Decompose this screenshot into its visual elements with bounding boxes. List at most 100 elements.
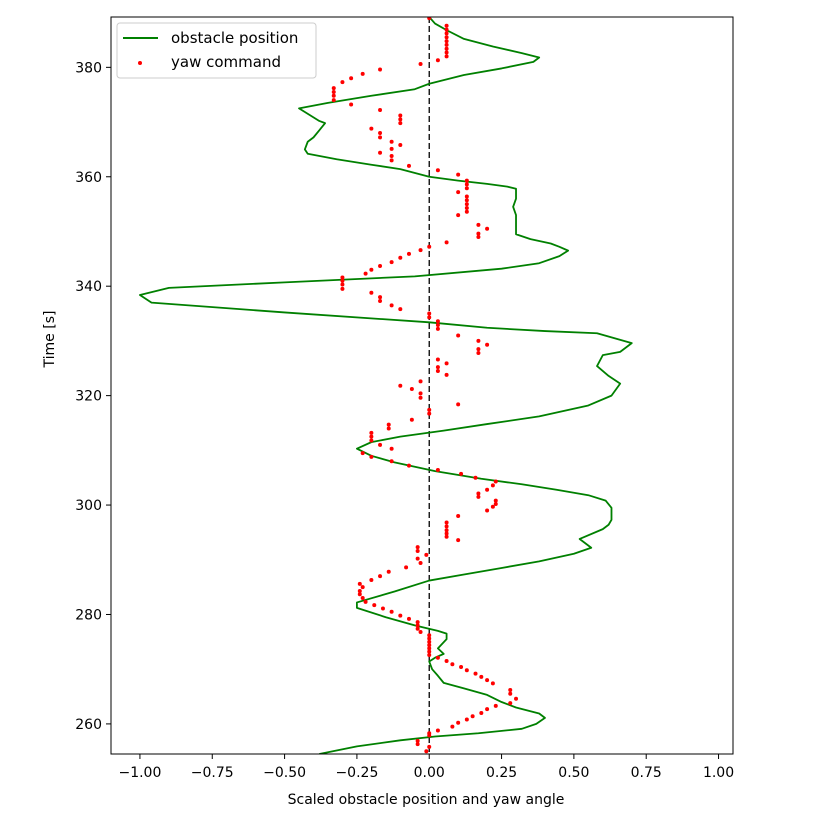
yaw-command-point <box>386 569 391 574</box>
yaw-command-point <box>398 383 403 388</box>
yaw-command-point <box>444 50 449 55</box>
yaw-command-point <box>378 263 383 268</box>
yaw-command-point <box>427 244 432 249</box>
yaw-command-point <box>389 146 394 151</box>
yaw-command-point <box>398 117 403 122</box>
yaw-command-point <box>444 27 449 32</box>
yaw-command-point <box>456 172 461 177</box>
yaw-command-point <box>490 483 495 488</box>
yaw-command-point <box>444 31 449 36</box>
yaw-command-point <box>485 678 490 683</box>
yaw-command-point <box>485 342 490 347</box>
yaw-command-point <box>464 186 469 191</box>
yaw-command-point <box>427 731 432 736</box>
yaw-command-point <box>427 744 432 749</box>
y-tick-label: 360 <box>75 170 102 186</box>
yaw-command-point <box>331 86 336 91</box>
yaw-command-point <box>464 178 469 183</box>
yaw-command-point <box>378 442 383 447</box>
yaw-command-point <box>459 665 464 669</box>
yaw-command-point <box>493 479 498 484</box>
yaw-command-point <box>415 545 420 550</box>
yaw-command-point <box>485 487 490 492</box>
yaw-command-point <box>389 446 394 451</box>
yaw-command-point <box>456 513 461 518</box>
yaw-command-point <box>409 417 414 422</box>
yaw-command-point <box>444 240 449 245</box>
yaw-command-point <box>340 282 345 287</box>
yaw-command-point <box>418 248 423 253</box>
yaw-command-point <box>476 350 481 355</box>
yaw-command-point <box>476 347 481 352</box>
yaw-command-point <box>378 130 383 135</box>
yaw-command-point <box>415 626 420 631</box>
yaw-command-point <box>418 561 423 566</box>
yaw-command-point <box>450 662 455 667</box>
legend-marker-swatch <box>138 61 142 65</box>
yaw-command-point <box>427 17 432 21</box>
yaw-command-point <box>406 463 411 468</box>
yaw-command-point <box>340 80 345 85</box>
yaw-command-point <box>409 387 414 392</box>
yaw-command-point <box>435 168 440 173</box>
y-axis-label: Time [s] <box>42 311 58 369</box>
yaw-command-point <box>464 194 469 199</box>
yaw-command-point <box>369 267 374 272</box>
yaw-command-point <box>360 596 365 601</box>
yaw-command-point <box>427 633 432 638</box>
yaw-command-point <box>444 35 449 40</box>
yaw-command-point <box>424 749 429 754</box>
ticks-layer: −1.00 −0.75 −0.50 −0.25 0.00 0.25 0.50 0.75 1.00… <box>75 60 734 781</box>
yaw-command-point <box>435 323 440 328</box>
yaw-command-point <box>456 402 461 407</box>
yaw-command-point <box>418 379 423 384</box>
series-line-obstacle-position <box>139 17 633 754</box>
yaw-command-point <box>444 23 449 28</box>
yaw-command-point <box>464 182 469 187</box>
yaw-command-point <box>444 658 449 663</box>
yaw-command-point <box>490 504 495 509</box>
yaw-command-point <box>378 574 383 579</box>
yaw-command-point <box>427 652 432 657</box>
yaw-command-point <box>418 395 423 400</box>
yaw-command-point <box>435 58 440 63</box>
yaw-command-point <box>464 198 469 203</box>
yaw-command-point <box>389 303 394 308</box>
yaw-command-point <box>485 226 490 231</box>
yaw-command-point <box>479 710 484 715</box>
yaw-command-point <box>389 153 394 158</box>
yaw-command-point <box>476 234 481 239</box>
yaw-command-point <box>479 674 484 679</box>
yaw-command-point <box>398 113 403 118</box>
y-tick-label: 320 <box>75 389 102 405</box>
yaw-command-point <box>444 42 449 47</box>
yaw-command-point <box>369 438 374 443</box>
y-tick-label: 260 <box>75 717 102 733</box>
yaw-command-point <box>444 46 449 51</box>
yaw-command-point <box>476 494 481 499</box>
yaw-command-point <box>389 609 394 614</box>
yaw-command-point <box>415 549 420 554</box>
yaw-command-point <box>360 585 365 590</box>
yaw-command-point <box>415 742 420 747</box>
yaw-command-point <box>435 655 440 660</box>
yaw-command-point <box>456 213 461 218</box>
yaw-command-point <box>363 599 368 604</box>
x-tick-label: −0.25 <box>335 765 378 781</box>
yaw-command-point <box>514 696 519 701</box>
yaw-command-point <box>435 468 440 473</box>
yaw-command-point <box>476 338 481 343</box>
data-layer <box>139 17 633 754</box>
yaw-command-point <box>415 623 420 628</box>
yaw-command-point <box>404 565 409 570</box>
yaw-command-point <box>427 411 432 416</box>
yaw-command-point <box>389 260 394 265</box>
yaw-command-point <box>360 451 365 456</box>
yaw-command-point <box>435 326 440 331</box>
yaw-command-point <box>464 668 469 673</box>
yaw-command-point <box>435 357 440 362</box>
legend-label-yaw-command: yaw command <box>171 53 281 71</box>
yaw-command-point <box>508 691 513 696</box>
yaw-command-point <box>349 102 354 107</box>
